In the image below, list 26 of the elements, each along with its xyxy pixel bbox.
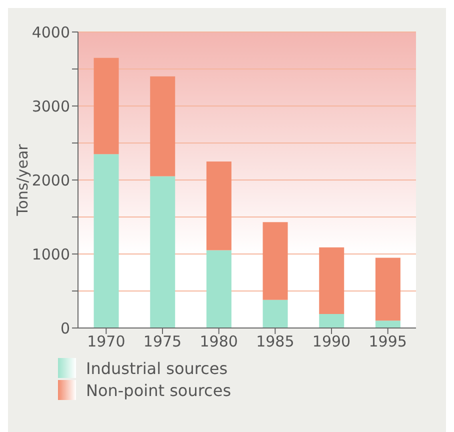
y-tick-label: 0 [60,319,70,338]
legend-label: Non-point sources [86,380,232,400]
legend-label: Industrial sources [86,358,228,378]
bar [262,300,288,328]
y-tick-label: 3000 [32,97,70,116]
bar [262,222,288,300]
x-tick-label: 1980 [200,332,238,351]
x-tick-label: 1990 [312,332,351,351]
x-tick-label: 1970 [87,332,126,351]
bar [375,258,400,321]
x-tick-label: 1995 [368,332,407,351]
bar [319,314,344,328]
bar [150,176,176,328]
bar [319,247,344,314]
bar [150,76,176,176]
x-tick-label: 1985 [256,332,294,351]
y-axis-title: Tons/year [13,143,32,217]
bar [94,154,119,328]
bar [94,58,119,154]
bar [206,250,232,328]
y-tick-label: 2000 [32,171,70,190]
bar [375,320,400,328]
x-tick-label: 1975 [143,332,182,351]
y-tick-label: 4000 [32,23,70,42]
y-tick-label: 1000 [32,245,70,264]
bar [206,162,232,250]
